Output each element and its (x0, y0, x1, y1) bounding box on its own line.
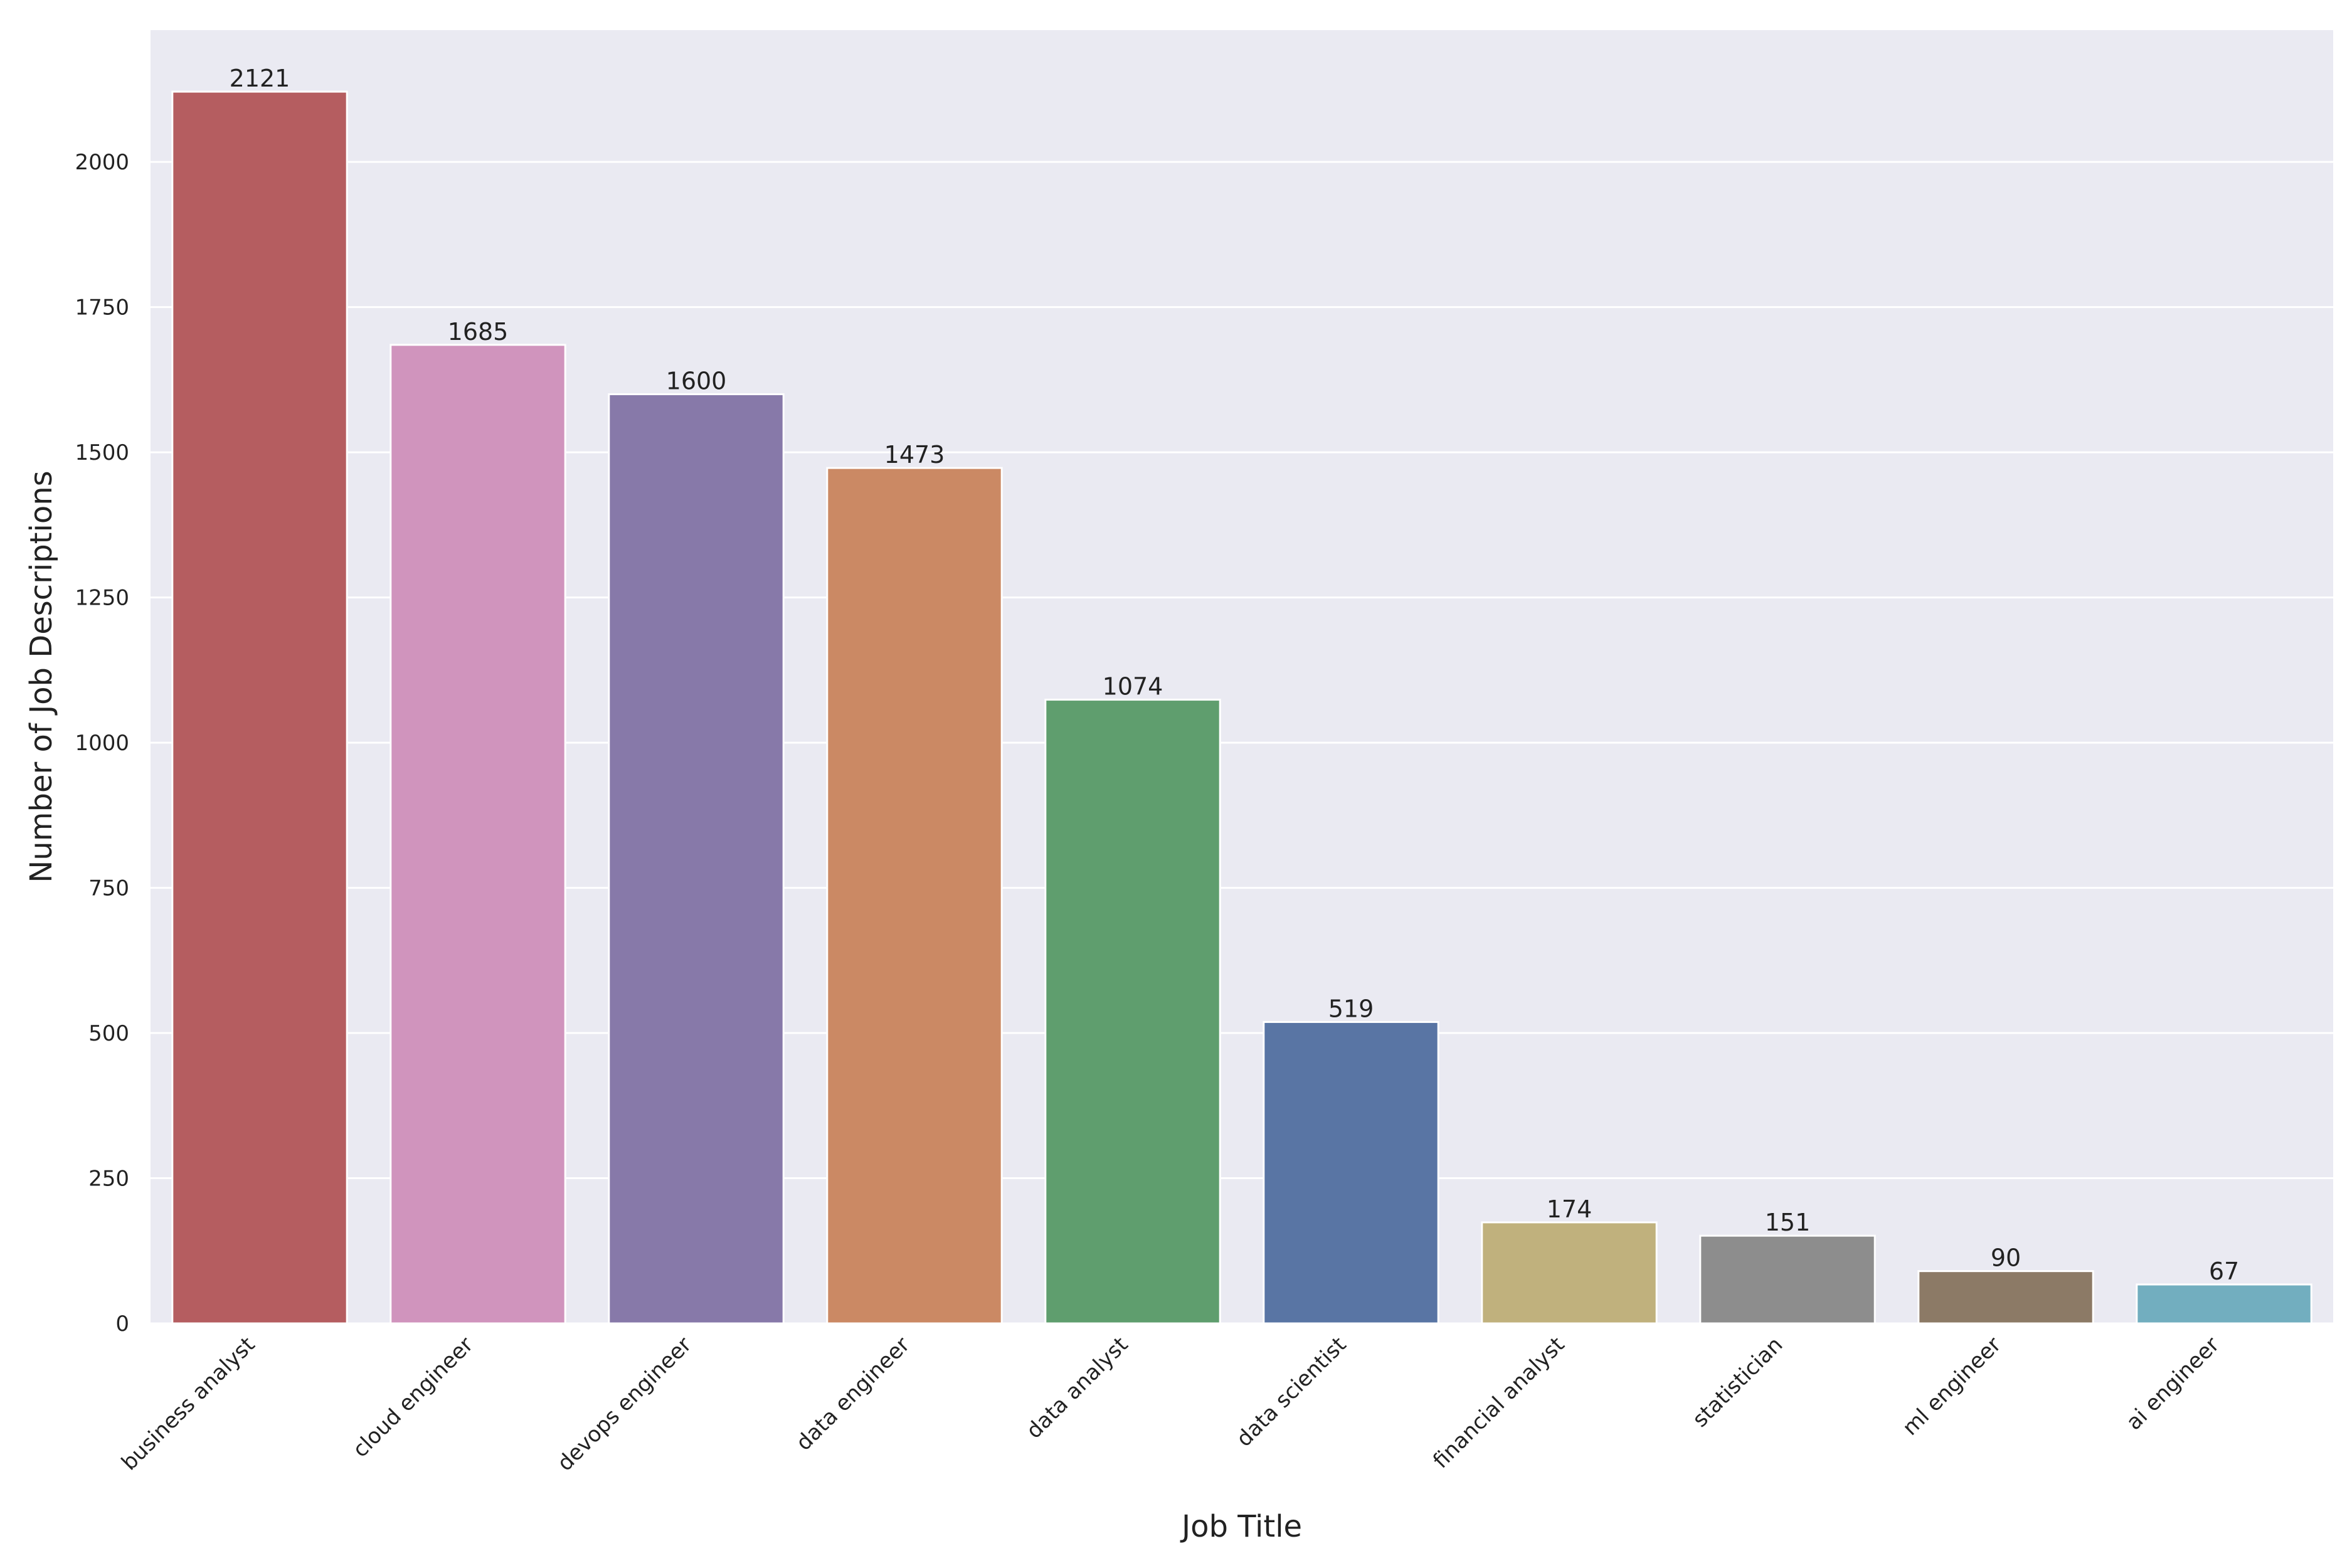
value-label: 2121 (230, 65, 290, 92)
x-tick-label: data analyst (1022, 1332, 1133, 1444)
y-tick-label: 0 (115, 1311, 129, 1337)
bar-data-scientist (1263, 1020, 1439, 1325)
x-tick-label: financial analyst (1428, 1332, 1569, 1473)
x-tick-label: ai engineer (2121, 1332, 2224, 1435)
bars (171, 90, 2312, 1325)
y-axis-ticks: 0 250 500 750 1000 1250 1500 1750 2000 (75, 150, 129, 1337)
bar-financial-analyst (1481, 1221, 1658, 1325)
x-tick-label: data engineer (792, 1332, 915, 1456)
y-tick-label: 750 (88, 876, 129, 901)
x-tick-label: ml engineer (1898, 1332, 2006, 1441)
x-tick-label: devops engineer (553, 1332, 696, 1476)
bar-business-analyst (171, 90, 348, 1325)
x-tick-label: cloud engineer (348, 1332, 479, 1463)
bar-data-engineer (826, 467, 1003, 1325)
y-tick-label: 1500 (75, 440, 129, 465)
bar-ml-engineer (1917, 1270, 2094, 1325)
bar-devops-engineer (608, 393, 785, 1325)
bar-statistician (1699, 1234, 1876, 1325)
y-tick-label: 2000 (75, 150, 129, 175)
bar-ai-engineer (2136, 1283, 2312, 1325)
value-label: 67 (2209, 1258, 2239, 1285)
x-axis-title: Job Title (1180, 1509, 1302, 1544)
x-axis-ticks: business analyst cloud engineer devops eng… (117, 1332, 2224, 1476)
bar-cloud-engineer (389, 344, 566, 1325)
y-axis-title: Number of Job Descriptions (24, 470, 59, 882)
value-label: 174 (1547, 1195, 1592, 1223)
y-tick-label: 1000 (75, 731, 129, 756)
value-label: 1600 (666, 368, 727, 395)
x-tick-label: data scientist (1232, 1332, 1352, 1452)
value-labels: 2121 1685 1600 1473 1074 519 174 151 90 67 (230, 65, 2240, 1285)
value-label: 151 (1765, 1209, 1811, 1236)
y-tick-label: 500 (88, 1021, 129, 1046)
value-label: 519 (1328, 995, 1374, 1022)
bar-data-analyst (1044, 699, 1221, 1325)
y-tick-label: 1750 (75, 295, 129, 320)
value-label: 1473 (884, 441, 945, 469)
value-label: 90 (1991, 1244, 2021, 1272)
y-tick-label: 1250 (75, 586, 129, 611)
value-label: 1685 (448, 318, 509, 346)
x-tick-label: business analyst (117, 1332, 260, 1475)
value-label: 1074 (1103, 673, 1163, 701)
x-tick-label: statistician (1688, 1332, 1788, 1433)
y-tick-label: 250 (88, 1167, 129, 1192)
